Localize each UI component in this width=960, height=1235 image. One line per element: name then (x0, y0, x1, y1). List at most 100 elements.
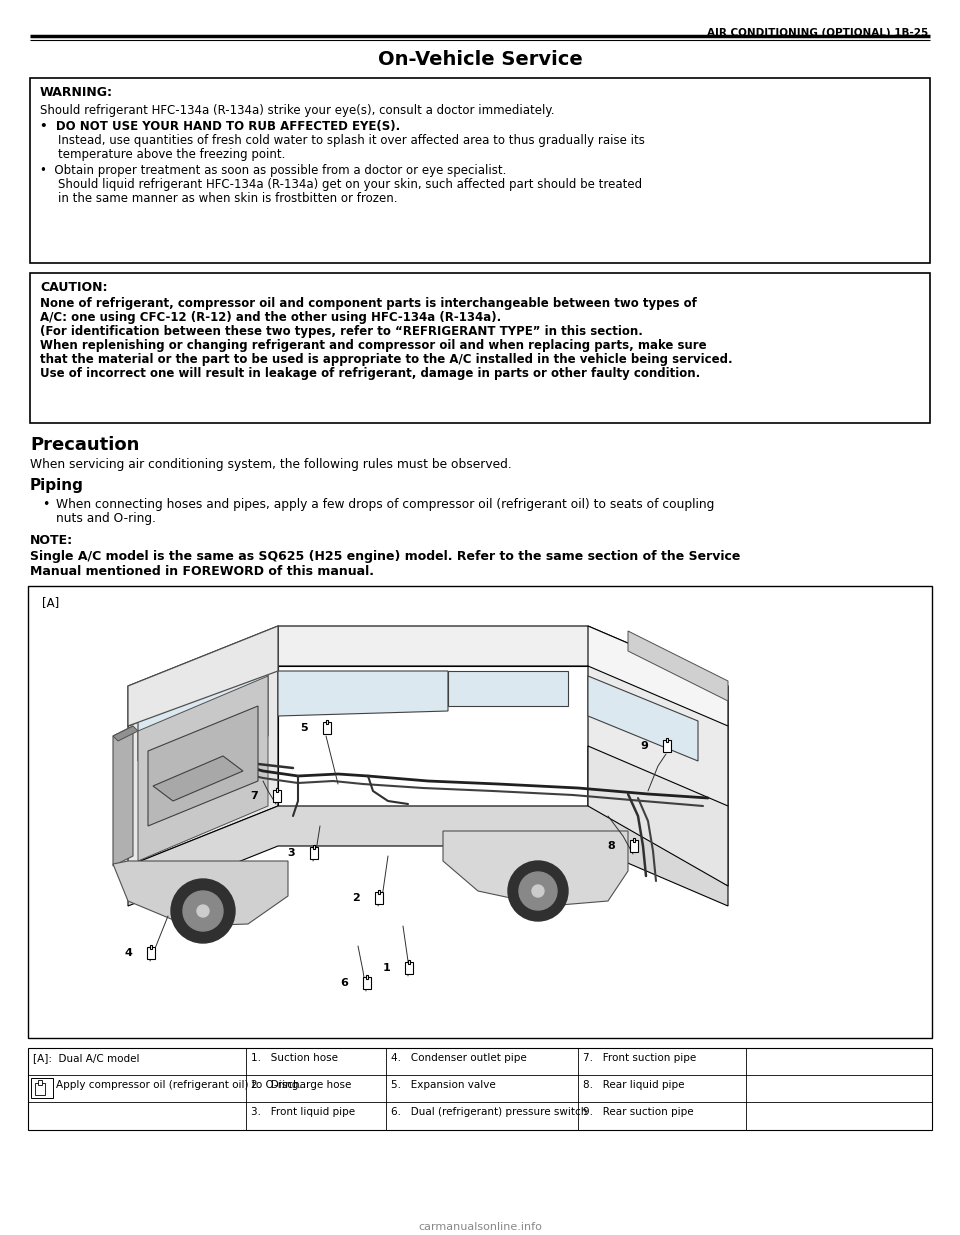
Text: 7: 7 (251, 790, 258, 802)
Polygon shape (278, 626, 728, 726)
Bar (38, 1079, 42, 1086)
Circle shape (508, 861, 568, 921)
Text: 1.   Suction hose: 1. Suction hose (251, 1053, 338, 1063)
Bar (405, 962, 413, 974)
Polygon shape (588, 626, 728, 806)
Text: nuts and O-ring.: nuts and O-ring. (56, 513, 156, 525)
Bar (276, 788, 278, 792)
Text: (For identification between these two types, refer to “REFRIGERANT TYPE” in this: (For identification between these two ty… (40, 325, 643, 338)
Bar (150, 945, 152, 948)
Text: 2: 2 (352, 893, 360, 903)
Text: 4: 4 (124, 948, 132, 958)
Polygon shape (138, 671, 268, 761)
Bar (28, 1049, 932, 1130)
Text: When replenishing or changing refrigerant and compressor oil and when replacing : When replenishing or changing refrigeran… (40, 338, 707, 352)
Bar (408, 960, 410, 965)
Bar (375, 892, 383, 904)
Polygon shape (138, 676, 268, 861)
Polygon shape (113, 726, 133, 866)
Bar (323, 722, 331, 734)
Bar (663, 740, 671, 752)
Text: Apply compressor oil (refrigerant oil) to O-ring.: Apply compressor oil (refrigerant oil) t… (56, 1079, 301, 1091)
Bar (313, 845, 315, 848)
Text: •  DO NOT USE YOUR HAND TO RUB AFFECTED EYE(S).: • DO NOT USE YOUR HAND TO RUB AFFECTED E… (40, 120, 400, 133)
Text: 8: 8 (608, 841, 615, 851)
Polygon shape (128, 806, 728, 906)
Text: Should liquid refrigerant HFC-134a (R-134a) get on your skin, such affected part: Should liquid refrigerant HFC-134a (R-13… (58, 178, 642, 191)
Text: WARNING:: WARNING: (40, 86, 113, 99)
Bar (363, 977, 371, 989)
Polygon shape (588, 676, 698, 761)
Text: 6: 6 (340, 978, 348, 988)
Polygon shape (443, 831, 628, 906)
Text: temperature above the freezing point.: temperature above the freezing point. (58, 148, 285, 161)
Polygon shape (588, 746, 728, 885)
Bar (31, 1078, 53, 1098)
Bar (378, 890, 380, 894)
Text: When servicing air conditioning system, the following rules must be observed.: When servicing air conditioning system, … (30, 458, 512, 471)
Text: in the same manner as when skin is frostbitten or frozen.: in the same manner as when skin is frost… (58, 191, 397, 205)
Polygon shape (113, 861, 288, 926)
Text: 9: 9 (640, 741, 648, 751)
Bar (366, 974, 368, 979)
Text: 5: 5 (300, 722, 308, 734)
Text: When connecting hoses and pipes, apply a few drops of compressor oil (refrigeran: When connecting hoses and pipes, apply a… (56, 498, 714, 511)
Text: Use of incorrect one will result in leakage of refrigerant, damage in parts or o: Use of incorrect one will result in leak… (40, 367, 700, 380)
Text: 3.   Front liquid pipe: 3. Front liquid pipe (251, 1107, 355, 1116)
Text: carmanualsonline.info: carmanualsonline.info (418, 1221, 542, 1233)
Text: 9.   Rear suction pipe: 9. Rear suction pipe (583, 1107, 694, 1116)
Text: [A]: [A] (42, 597, 60, 609)
Bar (630, 840, 638, 852)
Bar (30, 273, 930, 424)
Text: CAUTION:: CAUTION: (40, 282, 108, 294)
Text: 5.   Expansion valve: 5. Expansion valve (391, 1079, 495, 1091)
Circle shape (519, 872, 557, 910)
Text: 1: 1 (382, 963, 390, 973)
Text: •  Obtain proper treatment as soon as possible from a doctor or eye specialist.: • Obtain proper treatment as soon as pos… (40, 164, 506, 177)
Text: 4.   Condenser outlet pipe: 4. Condenser outlet pipe (391, 1053, 527, 1063)
Bar (35, 1083, 45, 1095)
Bar (326, 720, 328, 724)
Text: Piping: Piping (30, 478, 84, 493)
Text: NOTE:: NOTE: (30, 534, 73, 547)
Text: 3: 3 (287, 848, 295, 858)
Text: A/C: one using CFC-12 (R-12) and the other using HFC-134a (R-134a).: A/C: one using CFC-12 (R-12) and the oth… (40, 311, 501, 324)
Text: 8.   Rear liquid pipe: 8. Rear liquid pipe (583, 1079, 684, 1091)
Polygon shape (153, 756, 243, 802)
Circle shape (183, 890, 223, 931)
Polygon shape (113, 726, 138, 741)
Bar (30, 78, 930, 263)
Bar (666, 739, 668, 742)
Circle shape (197, 905, 209, 918)
Polygon shape (628, 631, 728, 701)
Circle shape (532, 885, 544, 897)
Text: that the material or the part to be used is appropriate to the A/C installed in : that the material or the part to be used… (40, 353, 732, 366)
Text: 2.   Discharge hose: 2. Discharge hose (251, 1079, 351, 1091)
Circle shape (171, 879, 235, 944)
Text: 6.   Dual (refrigerant) pressure switch: 6. Dual (refrigerant) pressure switch (391, 1107, 588, 1116)
Text: Manual mentioned in FOREWORD of this manual.: Manual mentioned in FOREWORD of this man… (30, 564, 374, 578)
Text: Instead, use quantities of fresh cold water to splash it over affected area to t: Instead, use quantities of fresh cold wa… (58, 135, 645, 147)
Text: 7.   Front suction pipe: 7. Front suction pipe (583, 1053, 696, 1063)
Polygon shape (128, 626, 278, 726)
Text: Precaution: Precaution (30, 436, 139, 454)
Bar (28, 585, 932, 1037)
Text: Single A/C model is the same as SQ625 (H25 engine) model. Refer to the same sect: Single A/C model is the same as SQ625 (H… (30, 550, 740, 563)
Bar (633, 839, 635, 842)
Text: On-Vehicle Service: On-Vehicle Service (377, 49, 583, 69)
Bar (147, 947, 155, 960)
Polygon shape (278, 671, 448, 716)
Text: •: • (42, 498, 49, 511)
Polygon shape (448, 671, 568, 706)
Text: AIR CONDITIONING (OPTIONAL) 1B-25: AIR CONDITIONING (OPTIONAL) 1B-25 (707, 28, 928, 38)
Text: [A]:  Dual A/C model: [A]: Dual A/C model (33, 1053, 139, 1063)
Polygon shape (128, 666, 278, 866)
Polygon shape (278, 666, 588, 806)
Bar (310, 847, 318, 860)
Bar (273, 790, 281, 802)
Text: None of refrigerant, compressor oil and component parts is interchangeable betwe: None of refrigerant, compressor oil and … (40, 296, 697, 310)
Polygon shape (128, 626, 278, 726)
Polygon shape (588, 666, 728, 885)
Polygon shape (148, 706, 258, 826)
Text: Should refrigerant HFC-134a (R-134a) strike your eye(s), consult a doctor immedi: Should refrigerant HFC-134a (R-134a) str… (40, 104, 555, 117)
